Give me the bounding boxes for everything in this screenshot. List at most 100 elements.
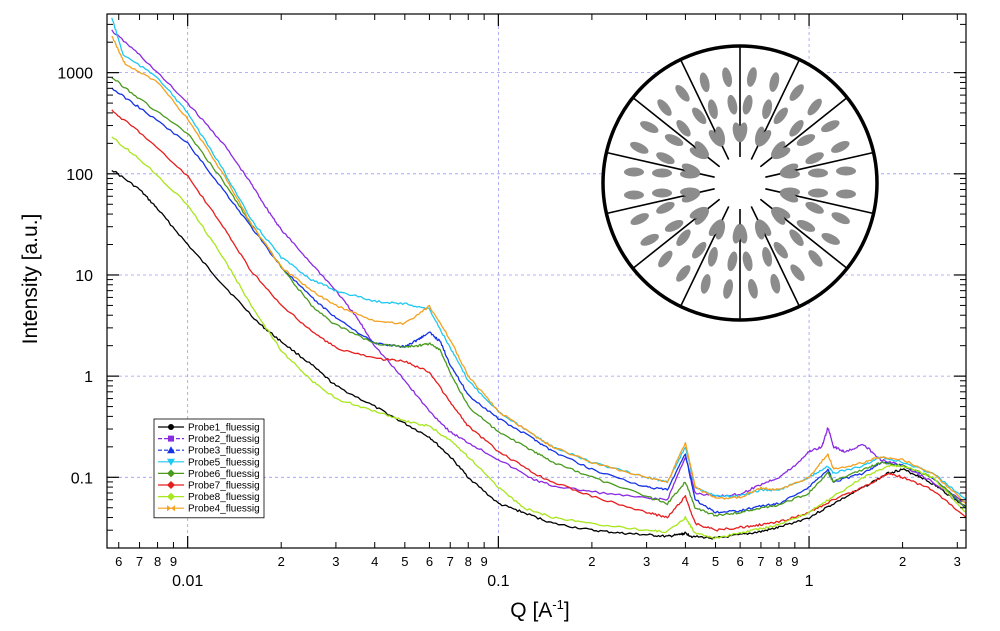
inset-particle — [821, 232, 840, 245]
inset-particle — [658, 250, 673, 268]
inset-particle — [707, 99, 718, 119]
inset-particle — [675, 84, 690, 102]
axis-ticks: 0.01 0.1 16 7 8 9 2 3 4 5 6 7 8 9 2 3 4 5 6 7 8 9 2 30.11101001… — [57, 14, 966, 590]
series-layer — [111, 17, 967, 540]
x-minor-tick-label: 3 — [643, 554, 650, 569]
x-minor-tick-label: 5 — [401, 554, 408, 569]
inset-particle — [808, 250, 823, 267]
inset-particle — [805, 201, 824, 214]
x-minor-tick-label: 8 — [465, 554, 472, 569]
x-minor-tick-label: 6 — [115, 554, 122, 569]
inset-particle — [692, 241, 707, 259]
inset-particle — [789, 84, 804, 101]
inset-particle — [676, 119, 691, 137]
inset-particle — [780, 169, 800, 179]
inset-particle — [742, 251, 753, 272]
inset-particle — [723, 279, 734, 299]
inset-particle — [773, 241, 788, 259]
legend-marker-Probe8_fluessig — [167, 492, 175, 501]
legend-label: Probe7_fluessig — [188, 481, 260, 492]
legend-label: Probe4_fluessig — [188, 504, 260, 515]
inset-particle — [762, 247, 773, 267]
inset-particle — [769, 72, 780, 92]
inset-particle — [640, 121, 659, 134]
legend: Probe1_fluessigProbe2_fluessigProbe3_flu… — [153, 418, 265, 519]
x-minor-tick-label: 9 — [791, 554, 798, 569]
inset-particle — [689, 206, 709, 219]
x-minor-tick-label: 7 — [447, 554, 454, 569]
inset-particle — [796, 219, 816, 232]
inset-particle — [699, 72, 710, 93]
inset-particle — [747, 279, 758, 299]
inset-particle — [771, 208, 786, 225]
x-minor-tick-label: 9 — [170, 554, 177, 569]
series-line-Probe6_fluessig — [111, 77, 967, 517]
y-major-tick-label: 1000 — [57, 66, 93, 83]
radial-particle-schematic — [601, 44, 879, 322]
legend-label: Probe5_fluessig — [188, 457, 260, 468]
legend-label: Probe1_fluessig — [188, 423, 260, 434]
inset-particle — [808, 168, 828, 178]
x-minor-tick-label: 4 — [682, 554, 689, 569]
x-minor-tick-label: 2 — [588, 554, 595, 569]
inset-particle — [836, 189, 856, 199]
series-line-Probe8_fluessig — [111, 136, 967, 540]
inset-particle — [640, 233, 659, 246]
legend-label: Probe2_fluessig — [188, 434, 260, 445]
inset-particle — [694, 141, 709, 158]
inset-particle — [652, 188, 672, 198]
series-line-Probe3_fluessig — [111, 87, 967, 514]
inset-particle — [652, 168, 672, 178]
legend-marker-Probe6_fluessig — [167, 469, 175, 478]
x-minor-tick-label: 2 — [278, 554, 285, 569]
inset-particle — [796, 134, 816, 147]
inset-particle — [732, 223, 743, 244]
legend-marker-Probe4_fluessig — [167, 505, 175, 512]
inset-particle — [656, 201, 675, 214]
inset-particle — [630, 141, 649, 154]
inset-particle — [831, 212, 850, 225]
legend-marker-Probe5_fluessig — [167, 458, 175, 466]
inset-particle — [789, 119, 804, 137]
legend-marker-Probe3_fluessig — [167, 446, 175, 454]
inset-particle — [779, 190, 799, 203]
inset-particle — [742, 94, 753, 115]
x-minor-tick-label: 3 — [954, 554, 961, 569]
inset-particle — [676, 229, 691, 247]
inset-particle — [681, 163, 701, 176]
x-minor-tick-label: 7 — [136, 554, 143, 569]
inset-particle — [762, 99, 773, 119]
x-minor-tick-label: 5 — [712, 554, 719, 569]
series-line-Probe2_fluessig — [111, 29, 967, 505]
x-minor-tick-label: 8 — [775, 554, 782, 569]
legend-label: Probe6_fluessig — [188, 469, 260, 480]
inset-particle — [722, 67, 733, 87]
inset-particle — [715, 126, 726, 147]
y-major-tick-label: 10 — [75, 268, 93, 285]
inset-particle — [771, 147, 791, 160]
inset-particle — [657, 99, 672, 116]
inset-particle — [630, 213, 649, 226]
x-major-tick-label: 0.1 — [487, 573, 509, 590]
inset-particle — [656, 152, 675, 165]
legend-label: Probe3_fluessig — [188, 446, 260, 457]
x-minor-tick-label: 6 — [426, 554, 433, 569]
legend-marker-Probe2_fluessig — [168, 435, 174, 442]
legend-marker-Probe7_fluessig — [167, 481, 175, 489]
series-line-Probe4_fluessig — [111, 35, 967, 505]
inset-particle — [732, 122, 743, 143]
inset-particle — [790, 264, 805, 282]
inset-particle — [680, 187, 700, 197]
inset-particle — [708, 219, 724, 237]
inset-particle — [692, 107, 707, 125]
inset-particle — [807, 98, 822, 116]
inset-particle — [831, 140, 850, 153]
inset-particle — [789, 229, 804, 247]
inset-particle — [746, 67, 757, 87]
inset-particle — [756, 129, 772, 147]
series-line-Probe7_fluessig — [111, 109, 967, 532]
inset-particle — [754, 219, 765, 240]
y-major-tick-label: 1 — [84, 369, 93, 386]
